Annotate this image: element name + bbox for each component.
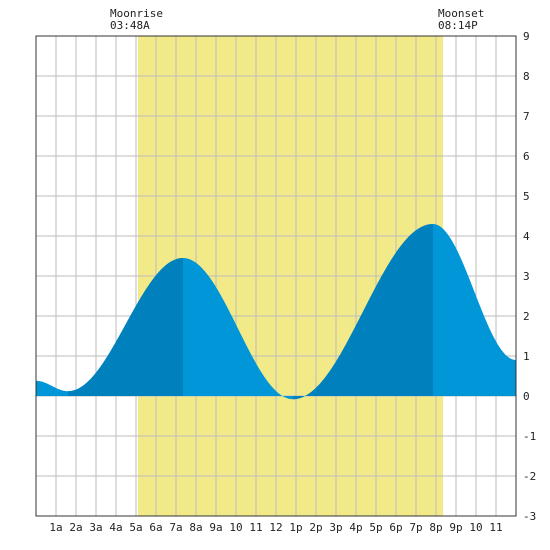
tide-rising-area bbox=[68, 258, 183, 396]
x-tick-label: 2p bbox=[309, 521, 322, 534]
moonset-time: 08:14P bbox=[438, 19, 478, 32]
moonset-label: Moonset bbox=[438, 7, 484, 20]
x-tick-label: 9p bbox=[449, 521, 462, 534]
y-tick-label: 8 bbox=[523, 70, 530, 83]
y-tick-label: -3 bbox=[523, 510, 536, 523]
moonrise-time: 03:48A bbox=[110, 19, 150, 32]
x-tick-label: 3a bbox=[89, 521, 102, 534]
x-tick-label: 8p bbox=[429, 521, 442, 534]
y-tick-label: 3 bbox=[523, 270, 530, 283]
plot-frame bbox=[35, 35, 517, 517]
y-tick-label: 0 bbox=[523, 390, 530, 403]
y-tick-label: 1 bbox=[523, 350, 530, 363]
x-tick-label: 10 bbox=[229, 521, 242, 534]
y-tick-label: 9 bbox=[523, 30, 530, 43]
x-tick-label: 2a bbox=[69, 521, 82, 534]
tide-rising-area bbox=[293, 224, 433, 400]
x-tick-label: 1a bbox=[49, 521, 62, 534]
y-tick-label: 4 bbox=[523, 230, 530, 243]
x-tick-label: 5a bbox=[129, 521, 142, 534]
x-tick-label: 6p bbox=[389, 521, 402, 534]
x-tick-label: 6a bbox=[149, 521, 162, 534]
x-tick-label: 12 bbox=[269, 521, 282, 534]
x-tick-label: 4p bbox=[349, 521, 362, 534]
y-tick-label: 7 bbox=[523, 110, 530, 123]
moonrise-label: Moonrise bbox=[110, 7, 163, 20]
x-tick-label: 4a bbox=[109, 521, 122, 534]
y-tick-label: 5 bbox=[523, 190, 530, 203]
x-tick-label: 8a bbox=[189, 521, 202, 534]
x-tick-label: 7a bbox=[169, 521, 182, 534]
x-tick-label: 1p bbox=[289, 521, 302, 534]
y-tick-label: -1 bbox=[523, 430, 536, 443]
x-tick-label: 5p bbox=[369, 521, 382, 534]
tide-layer bbox=[36, 224, 516, 400]
x-tick-label: 10 bbox=[469, 521, 482, 534]
label-layer: Moonrise 03:48A Moonset 08:14P 1a 2a 3a 4a 5… bbox=[49, 7, 536, 534]
x-tick-label: 9a bbox=[209, 521, 222, 534]
y-tick-label: 2 bbox=[523, 310, 530, 323]
y-tick-label: 6 bbox=[523, 150, 530, 163]
y-tick-label: -2 bbox=[523, 470, 536, 483]
x-tick-label: 11 bbox=[249, 521, 262, 534]
x-tick-label: 11 bbox=[489, 521, 502, 534]
x-tick-label: 7p bbox=[409, 521, 422, 534]
x-tick-label: 3p bbox=[329, 521, 342, 534]
